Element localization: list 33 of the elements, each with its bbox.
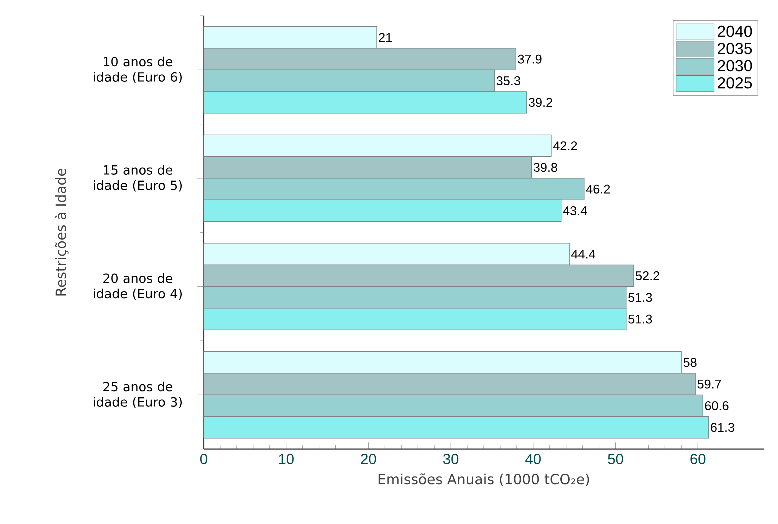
data-label: 51.3 <box>628 293 652 302</box>
data-label: 46.2 <box>586 184 610 194</box>
data-label: 39.2 <box>528 98 552 108</box>
data-label: 58 <box>684 358 697 368</box>
x-tick-label: 40 <box>526 454 541 464</box>
y-tick-label: 10 anos de idade (Euro 6) <box>94 56 182 84</box>
data-label: 21 <box>379 33 392 42</box>
y-tick-label: 25 anos de idade (Euro 3) <box>94 382 182 408</box>
data-label: 61.3 <box>711 423 735 432</box>
data-label: 42.2 <box>553 142 578 150</box>
x-axis-title: Emissões Anuais (1000 tCO₂e) <box>378 474 590 486</box>
data-label: 52.2 <box>636 272 660 280</box>
data-label: 44.4 <box>572 250 596 259</box>
legend-label: 2035 <box>718 43 752 54</box>
x-tick-label: 30 <box>443 454 459 464</box>
data-label: 43.4 <box>563 206 588 216</box>
data-label: 60.6 <box>705 402 729 410</box>
x-tick-label: 20 <box>361 454 376 464</box>
data-label: 51.3 <box>628 314 652 324</box>
data-label: 39.8 <box>534 163 558 172</box>
y-tick-label: 15 anos de idade (Euro 5) <box>94 165 182 192</box>
x-tick-label: 50 <box>608 454 624 464</box>
x-tick-label: 60 <box>690 454 706 464</box>
y-axis-title: Restrições à Idade <box>54 168 69 296</box>
data-label: 35.3 <box>496 76 520 86</box>
data-label: 59.7 <box>698 380 722 389</box>
y-tick-label: 20 anos de idade (Euro 4) <box>94 274 182 300</box>
x-tick-label: 10 <box>279 454 294 464</box>
legend-label: 2040 <box>718 26 752 38</box>
legend-label: 2030 <box>718 60 752 72</box>
x-tick-label: 0 <box>200 454 208 464</box>
data-label: 37.9 <box>518 54 542 64</box>
legend-label: 2025 <box>718 77 752 89</box>
